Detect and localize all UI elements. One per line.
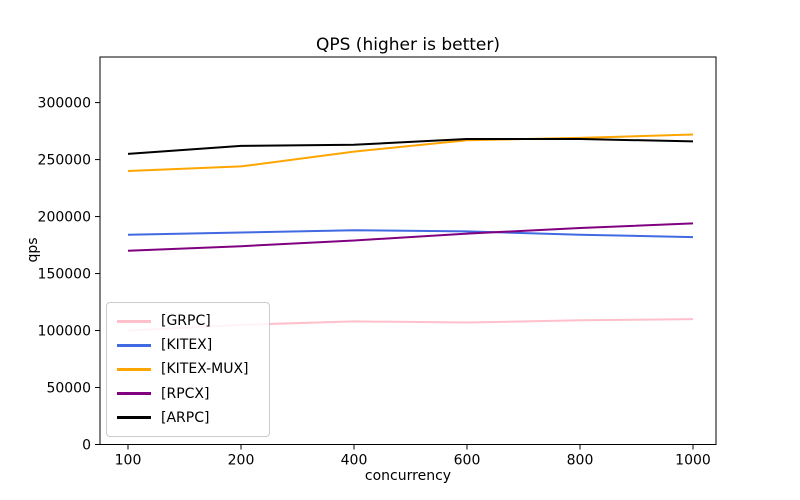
x-tick-label: 400 xyxy=(341,453,368,469)
legend-item-kitex-mux: [KITEX-MUX] xyxy=(117,361,259,377)
y-tick-label: 200000 xyxy=(38,210,91,226)
legend-item-grpc: [GRPC] xyxy=(117,313,259,329)
y-axis-label: qps xyxy=(25,237,41,263)
y-tick-label: 50000 xyxy=(46,381,91,397)
y-tick-label: 0 xyxy=(82,438,91,454)
y-tick-label: 250000 xyxy=(38,153,91,169)
legend-line-swatch-rpcx xyxy=(117,392,151,396)
x-tick-label: 1000 xyxy=(675,453,711,469)
series-line-kitex-mux xyxy=(127,133,694,172)
legend: [GRPC] [KITEX] [KITEX-MUX] [RPCX] [ARPC] xyxy=(106,302,270,437)
legend-item-label: [ARPC] xyxy=(161,409,210,426)
series-line-rpcx xyxy=(127,222,694,252)
legend-item-label: [RPCX] xyxy=(161,385,210,402)
y-tick-label: 300000 xyxy=(38,96,91,112)
axes-spines xyxy=(99,56,717,445)
chart-title: QPS (higher is better) xyxy=(315,35,501,55)
legend-item-label: [KITEX-MUX] xyxy=(161,361,249,378)
legend-line-swatch-kitex xyxy=(117,343,151,347)
y-tick-label: 150000 xyxy=(38,267,91,283)
x-tick-label: 200 xyxy=(228,453,255,469)
x-tick-label: 800 xyxy=(567,453,594,469)
x-tick-label: 600 xyxy=(454,453,481,469)
legend-item-label: [KITEX] xyxy=(161,337,213,354)
series-line-kitex xyxy=(127,229,694,239)
series-line-arpc xyxy=(127,138,694,155)
legend-item-rpcx: [RPCX] xyxy=(117,386,259,402)
legend-line-swatch-grpc xyxy=(117,319,151,323)
legend-item-arpc: [ARPC] xyxy=(117,410,259,426)
x-tick-label: 100 xyxy=(115,453,142,469)
legend-line-swatch-arpc xyxy=(117,416,151,420)
x-axis-label: concurrency xyxy=(364,468,452,484)
legend-item-label: [GRPC] xyxy=(161,313,211,330)
legend-line-swatch-kitex-mux xyxy=(117,367,151,371)
legend-item-kitex: [KITEX] xyxy=(117,337,259,353)
y-tick-label: 100000 xyxy=(38,324,91,340)
